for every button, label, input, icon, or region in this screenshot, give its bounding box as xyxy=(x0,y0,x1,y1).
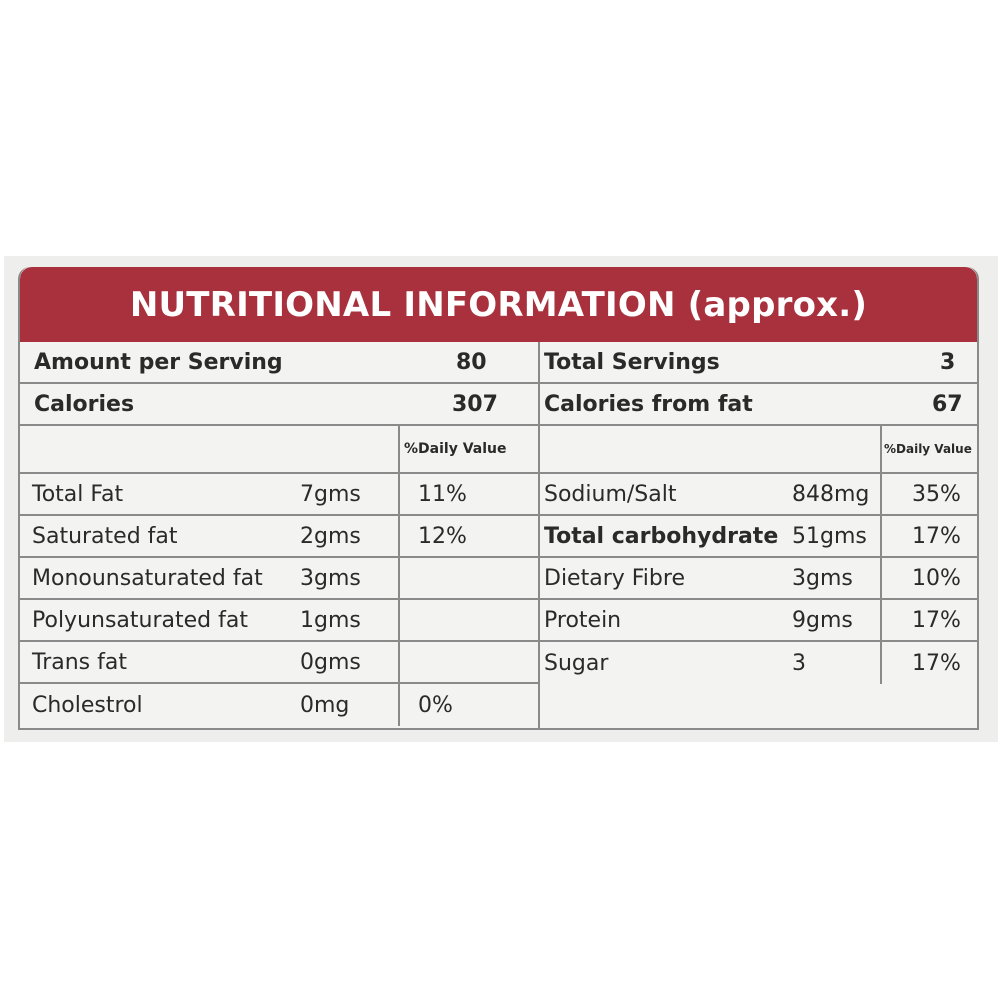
nutrient-name: Sugar xyxy=(544,650,609,676)
right-dv-header: %Daily Value xyxy=(884,442,972,456)
nutrient-row: Monounsaturated fat 3gms xyxy=(20,558,538,600)
title-suffix: (approx.) xyxy=(687,284,868,325)
nutrient-name: Polyunsaturated fat xyxy=(32,607,248,633)
nutrient-amount: 848mg xyxy=(792,481,870,507)
calories-from-fat-value: 67 xyxy=(932,391,963,417)
nutrient-name: Trans fat xyxy=(32,649,127,675)
nutrient-daily-value: 0% xyxy=(418,692,453,718)
amount-per-serving-label: Amount per Serving xyxy=(34,349,283,375)
nutrient-row: Sodium/Salt 848mg 35% xyxy=(540,474,977,516)
nutrient-amount: 1gms xyxy=(300,607,361,633)
nutrient-daily-value: 17% xyxy=(912,650,961,676)
nutrient-row: Total Fat 7gms 11% xyxy=(20,474,538,516)
calories-label: Calories xyxy=(34,391,135,417)
nutrient-amount: 0mg xyxy=(300,692,350,718)
title-text: NUTRITIONAL INFORMATION xyxy=(129,284,676,325)
nutrient-amount: 3gms xyxy=(300,565,361,591)
nutrient-amount: 3gms xyxy=(792,565,853,591)
amount-per-serving-value: 80 xyxy=(456,349,487,375)
left-column: Amount per Serving 80 Calories 307 %Dail… xyxy=(20,342,540,728)
nutrient-daily-value: 10% xyxy=(912,565,961,591)
calories-from-fat-row: Calories from fat 67 xyxy=(540,384,977,426)
nutrient-row: Sugar 3 17% xyxy=(540,642,977,684)
nutrient-daily-value: 11% xyxy=(418,481,467,507)
nutrient-row: Total carbohydrate 51gms 17% xyxy=(540,516,977,558)
nutrient-name: Total carbohydrate xyxy=(544,523,779,549)
right-column: Total Servings 3 Calories from fat 67 %D… xyxy=(540,342,977,728)
nutrient-row: Cholestrol 0mg 0% xyxy=(20,684,538,726)
nutrient-name: Sodium/Salt xyxy=(544,481,677,507)
nutrient-daily-value: 17% xyxy=(912,523,961,549)
total-servings-label: Total Servings xyxy=(544,349,720,375)
nutrient-name: Monounsaturated fat xyxy=(32,565,263,591)
nutrient-name: Total Fat xyxy=(32,481,124,507)
nutrient-row: Dietary Fibre 3gms 10% xyxy=(540,558,977,600)
nutrient-name: Saturated fat xyxy=(32,523,178,549)
calories-value: 307 xyxy=(452,391,498,417)
left-dv-header: %Daily Value xyxy=(404,441,507,457)
nutrient-name: Protein xyxy=(544,607,622,633)
nutrient-amount: 3 xyxy=(792,650,806,676)
calories-from-fat-label: Calories from fat xyxy=(544,391,753,417)
nutrient-daily-value: 17% xyxy=(912,607,961,633)
amount-per-serving-row: Amount per Serving 80 xyxy=(20,342,538,384)
nutrient-name: Cholestrol xyxy=(32,692,143,718)
nutrient-row: Protein 9gms 17% xyxy=(540,600,977,642)
nutrient-row: Saturated fat 2gms 12% xyxy=(20,516,538,558)
nutrient-name: Dietary Fibre xyxy=(544,565,685,591)
right-nutrient-rows: Sodium/Salt 848mg 35% Total carbohydrate 51g… xyxy=(540,474,977,684)
total-servings-value: 3 xyxy=(940,349,956,375)
total-servings-row: Total Servings 3 xyxy=(540,342,977,384)
nutrient-daily-value: 12% xyxy=(418,523,467,549)
right-dv-header-row: %Daily Value xyxy=(540,426,977,474)
nutrient-row: Trans fat 0gms xyxy=(20,642,538,684)
calories-row: Calories 307 xyxy=(20,384,538,426)
left-dv-header-row: %Daily Value xyxy=(20,426,538,474)
left-nutrient-rows: Total Fat 7gms 11% Saturated fat 2gms 12% Mono… xyxy=(20,474,538,726)
nutrient-amount: 9gms xyxy=(792,607,853,633)
nutrient-amount: 51gms xyxy=(792,523,867,549)
nutrient-amount: 0gms xyxy=(300,649,361,675)
nutrient-amount: 7gms xyxy=(300,481,361,507)
nutrition-panel: NUTRITIONAL INFORMATION (approx.) Amount… xyxy=(18,267,979,730)
title-banner: NUTRITIONAL INFORMATION (approx.) xyxy=(20,267,977,342)
nutrient-daily-value: 35% xyxy=(912,481,961,507)
nutrient-amount: 2gms xyxy=(300,523,361,549)
nutrient-row: Polyunsaturated fat 1gms xyxy=(20,600,538,642)
